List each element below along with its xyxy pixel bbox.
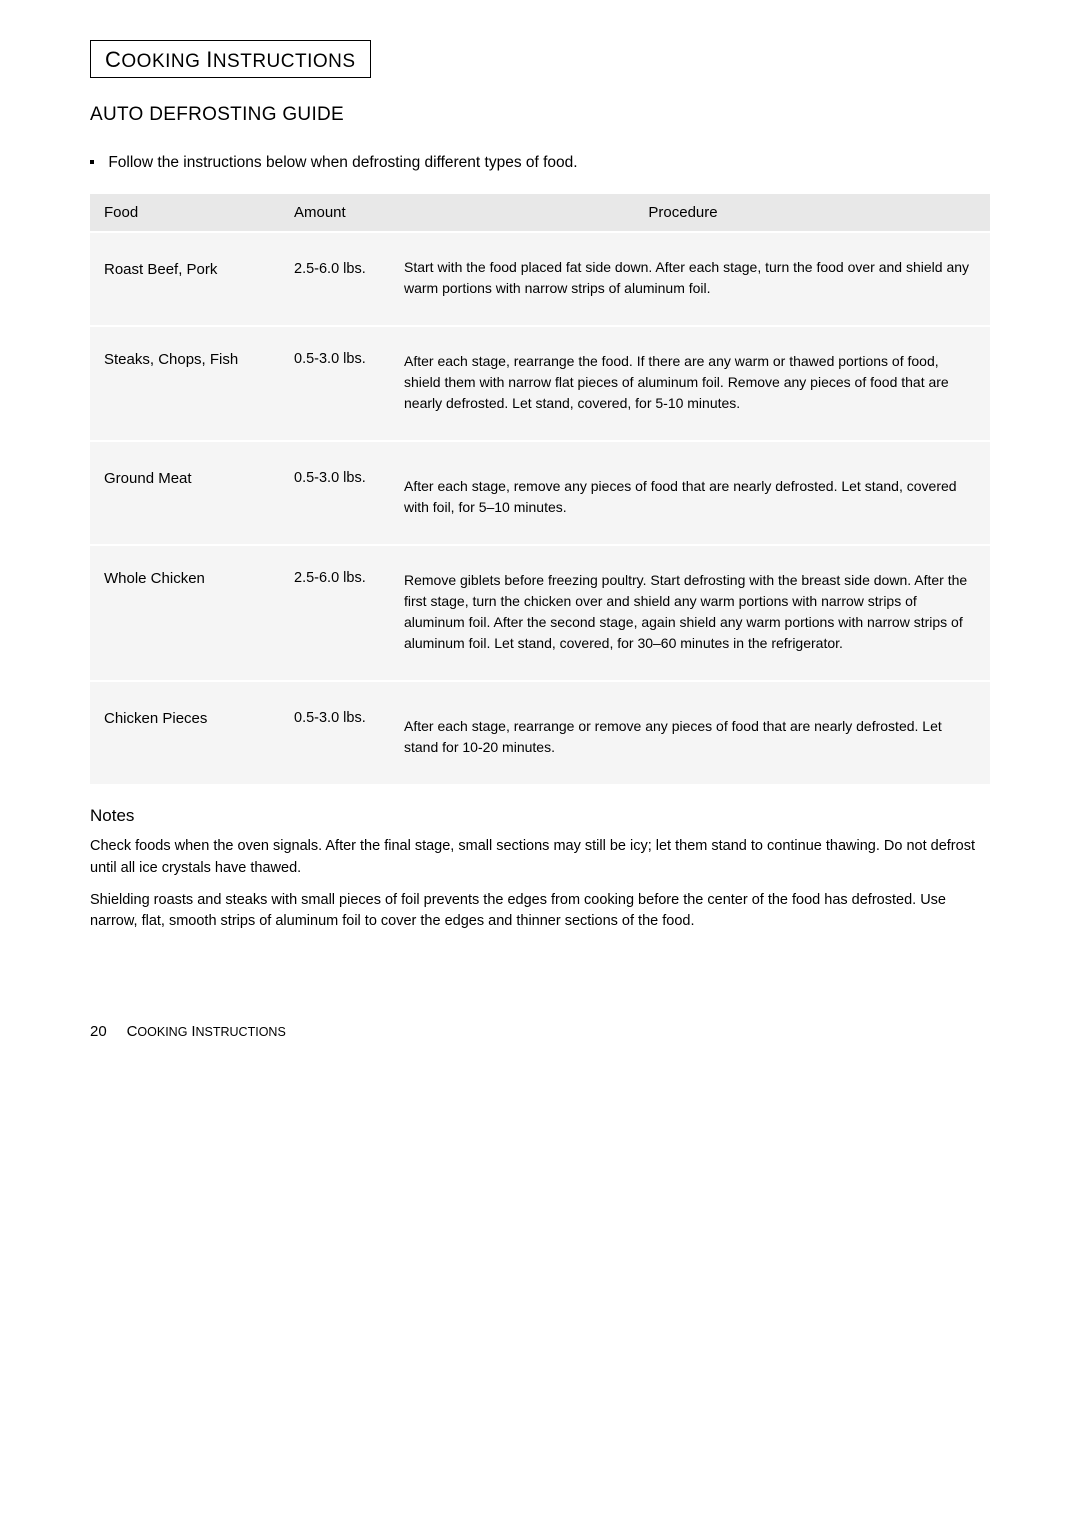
cell-procedure: Start with the food placed fat side down… [390,233,990,325]
cell-amount: 0.5-3.0 lbs. [280,442,390,544]
section-header: COOKING INSTRUCTIONS [90,40,371,78]
cell-food: Chicken Pieces [90,682,280,784]
bullet-icon [90,160,94,164]
cell-amount: 2.5-6.0 lbs. [280,233,390,325]
table-header-row: Food Amount Procedure [90,194,990,231]
section-header-text: COOKING INSTRUCTIONS [105,51,356,72]
cell-amount: 0.5-3.0 lbs. [280,327,390,440]
cell-food: Steaks, Chops, Fish [90,327,280,440]
cell-procedure: After each stage, remove any pieces of f… [390,442,990,544]
cell-food: Whole Chicken [90,546,280,680]
page-title: AUTO DEFROSTING GUIDE [90,104,990,126]
cell-procedure: After each stage, rearrange or remove an… [390,682,990,784]
table-row: Roast Beef, Pork 2.5-6.0 lbs. Start with… [90,233,990,325]
col-amount: Amount [280,194,390,231]
table-row: Ground Meat 0.5-3.0 lbs. After each stag… [90,442,990,544]
cell-procedure: After each stage, rearrange the food. If… [390,327,990,440]
intro-bullet-text: Follow the instructions below when defro… [108,154,577,171]
notes-paragraph: Shielding roasts and steaks with small p… [90,890,990,934]
cell-amount: 2.5-6.0 lbs. [280,546,390,680]
table-row: Chicken Pieces 0.5-3.0 lbs. After each s… [90,682,990,784]
cell-food: Roast Beef, Pork [90,233,280,325]
cell-food: Ground Meat [90,442,280,544]
col-procedure: Procedure [390,194,990,231]
page-number: 20 [90,1023,107,1040]
footer-label: COOKING INSTRUCTIONS [127,1023,286,1039]
table-row: Whole Chicken 2.5-6.0 lbs. Remove giblet… [90,546,990,680]
notes-paragraph: Check foods when the oven signals. After… [90,836,990,880]
col-food: Food [90,194,280,231]
table-row: Steaks, Chops, Fish 0.5-3.0 lbs. After e… [90,327,990,440]
cell-procedure: Remove giblets before freezing poultry. … [390,546,990,680]
cell-amount: 0.5-3.0 lbs. [280,682,390,784]
page-footer: 20 COOKING INSTRUCTIONS [90,1023,990,1040]
intro-bullet: Follow the instructions below when defro… [90,154,990,172]
defrost-table: Food Amount Procedure Roast Beef, Pork 2… [90,192,990,786]
notes-heading: Notes [90,806,990,826]
